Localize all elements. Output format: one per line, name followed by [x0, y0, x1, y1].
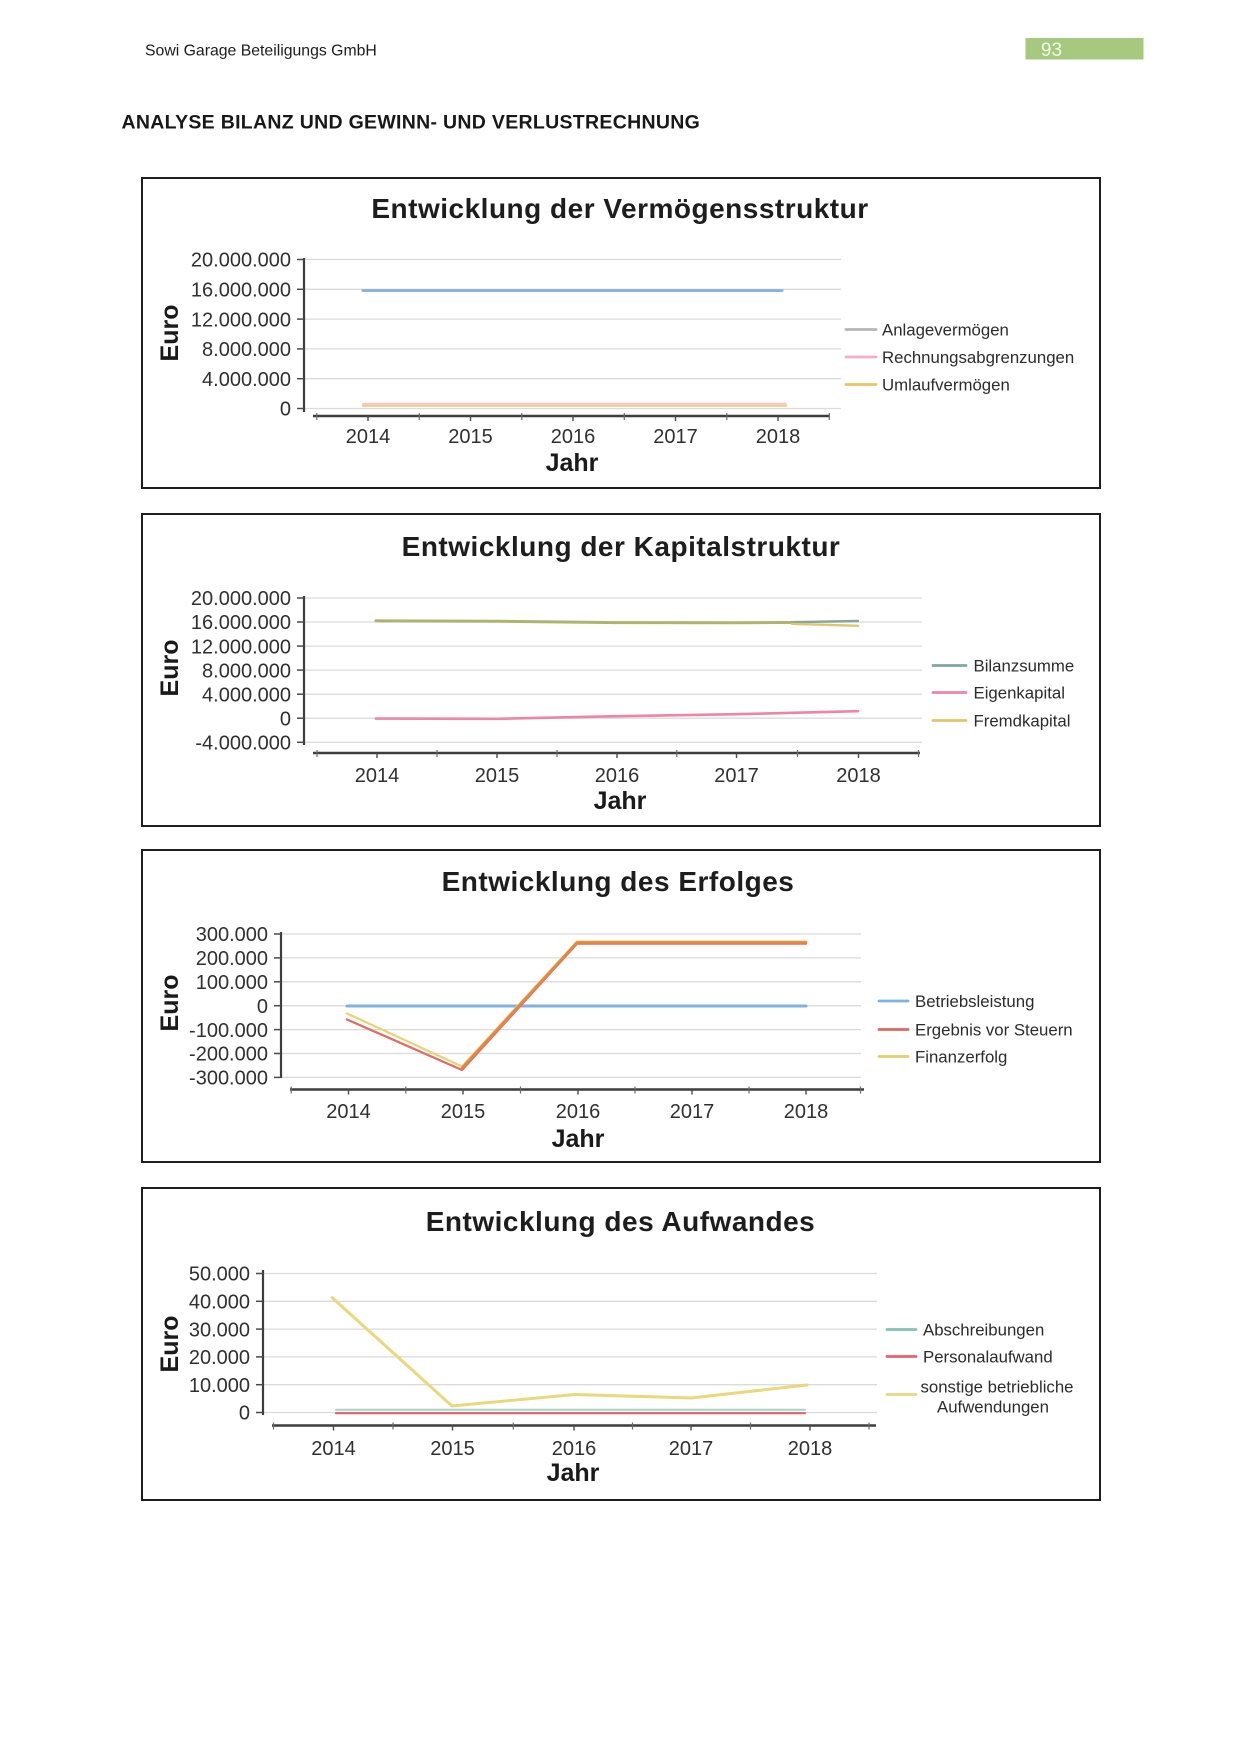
svg-text:93: 93 — [1041, 40, 1062, 61]
svg-text:2014: 2014 — [311, 1438, 356, 1460]
svg-text:Jahr: Jahr — [552, 1125, 605, 1153]
svg-text:2016: 2016 — [551, 426, 596, 448]
svg-text:300.000: 300.000 — [196, 924, 268, 946]
svg-text:Bilanzsumme: Bilanzsumme — [974, 657, 1075, 676]
svg-text:200.000: 200.000 — [196, 948, 268, 970]
svg-text:2015: 2015 — [475, 765, 520, 787]
svg-text:2016: 2016 — [552, 1438, 597, 1460]
svg-text:10.000: 10.000 — [189, 1375, 250, 1397]
svg-text:2017: 2017 — [653, 426, 698, 448]
svg-text:0: 0 — [257, 996, 268, 1018]
svg-text:Fremdkapital: Fremdkapital — [974, 712, 1071, 731]
svg-text:Jahr: Jahr — [594, 787, 647, 815]
svg-text:Euro: Euro — [156, 1316, 184, 1373]
svg-text:-4.000.000: -4.000.000 — [195, 733, 291, 755]
svg-text:Euro: Euro — [156, 305, 184, 362]
svg-text:4.000.000: 4.000.000 — [202, 369, 291, 391]
svg-text:0: 0 — [280, 399, 291, 421]
svg-text:Euro: Euro — [156, 640, 184, 697]
svg-text:2018: 2018 — [788, 1438, 833, 1460]
svg-text:-300.000: -300.000 — [189, 1068, 268, 1090]
svg-text:Entwicklung der Kapitalstruktu: Entwicklung der Kapitalstruktur — [402, 531, 841, 562]
svg-text:2018: 2018 — [836, 765, 881, 787]
svg-text:Betriebsleistung: Betriebsleistung — [915, 992, 1034, 1011]
svg-text:2016: 2016 — [556, 1101, 601, 1123]
svg-text:20.000.000: 20.000.000 — [191, 250, 291, 272]
svg-text:2015: 2015 — [430, 1438, 475, 1460]
svg-text:-200.000: -200.000 — [189, 1044, 268, 1066]
svg-text:Ergebnis vor Steuern: Ergebnis vor Steuern — [915, 1021, 1073, 1040]
svg-text:4.000.000: 4.000.000 — [202, 684, 291, 706]
svg-text:0: 0 — [239, 1403, 250, 1425]
svg-text:100.000: 100.000 — [196, 972, 268, 994]
svg-text:0: 0 — [280, 708, 291, 730]
svg-text:2017: 2017 — [670, 1101, 715, 1123]
svg-text:Euro: Euro — [156, 975, 184, 1032]
svg-text:Eigenkapital: Eigenkapital — [974, 684, 1065, 703]
svg-text:2014: 2014 — [355, 765, 400, 787]
svg-text:Sowi Garage Beteiligungs GmbH: Sowi Garage Beteiligungs GmbH — [145, 43, 377, 60]
svg-text:50.000: 50.000 — [189, 1264, 250, 1286]
svg-text:20.000.000: 20.000.000 — [191, 588, 291, 610]
svg-text:2017: 2017 — [669, 1438, 714, 1460]
svg-text:12.000.000: 12.000.000 — [191, 636, 291, 658]
svg-text:2015: 2015 — [448, 426, 493, 448]
svg-text:Jahr: Jahr — [546, 449, 599, 477]
svg-text:Finanzerfolg: Finanzerfolg — [915, 1048, 1007, 1067]
svg-text:Entwicklung des Erfolges: Entwicklung des Erfolges — [442, 866, 795, 897]
svg-text:Jahr: Jahr — [547, 1459, 600, 1487]
svg-text:sonstige betriebliche: sonstige betriebliche — [921, 1378, 1074, 1397]
svg-text:2015: 2015 — [441, 1101, 486, 1123]
svg-text:12.000.000: 12.000.000 — [191, 309, 291, 331]
svg-text:16.000.000: 16.000.000 — [191, 612, 291, 634]
svg-text:2014: 2014 — [346, 426, 391, 448]
svg-text:40.000: 40.000 — [189, 1292, 250, 1314]
svg-text:-100.000: -100.000 — [189, 1020, 268, 1042]
svg-text:30.000: 30.000 — [189, 1319, 250, 1341]
svg-text:Umlaufvermögen: Umlaufvermögen — [882, 376, 1010, 395]
svg-text:Abschreibungen: Abschreibungen — [923, 1321, 1044, 1340]
svg-text:ANALYSE BILANZ UND GEWINN- UND: ANALYSE BILANZ UND GEWINN- UND VERLUSTRE… — [122, 112, 701, 134]
svg-text:8.000.000: 8.000.000 — [202, 660, 291, 682]
svg-text:2017: 2017 — [714, 765, 759, 787]
svg-text:Entwicklung der Vermögensstruk: Entwicklung der Vermögensstruktur — [371, 193, 868, 224]
svg-text:2014: 2014 — [326, 1101, 371, 1123]
svg-text:2018: 2018 — [756, 426, 801, 448]
svg-text:20.000: 20.000 — [189, 1347, 250, 1369]
svg-text:Aufwendungen: Aufwendungen — [937, 1398, 1049, 1417]
svg-text:2018: 2018 — [784, 1101, 829, 1123]
svg-text:16.000.000: 16.000.000 — [191, 280, 291, 302]
svg-text:Personalaufwand: Personalaufwand — [923, 1348, 1053, 1367]
svg-text:Entwicklung des Aufwandes: Entwicklung des Aufwandes — [426, 1206, 816, 1237]
svg-text:Anlagevermögen: Anlagevermögen — [882, 321, 1009, 340]
svg-text:Rechnungsabgrenzungen: Rechnungsabgrenzungen — [882, 348, 1074, 367]
svg-text:2016: 2016 — [595, 765, 640, 787]
svg-text:8.000.000: 8.000.000 — [202, 339, 291, 361]
